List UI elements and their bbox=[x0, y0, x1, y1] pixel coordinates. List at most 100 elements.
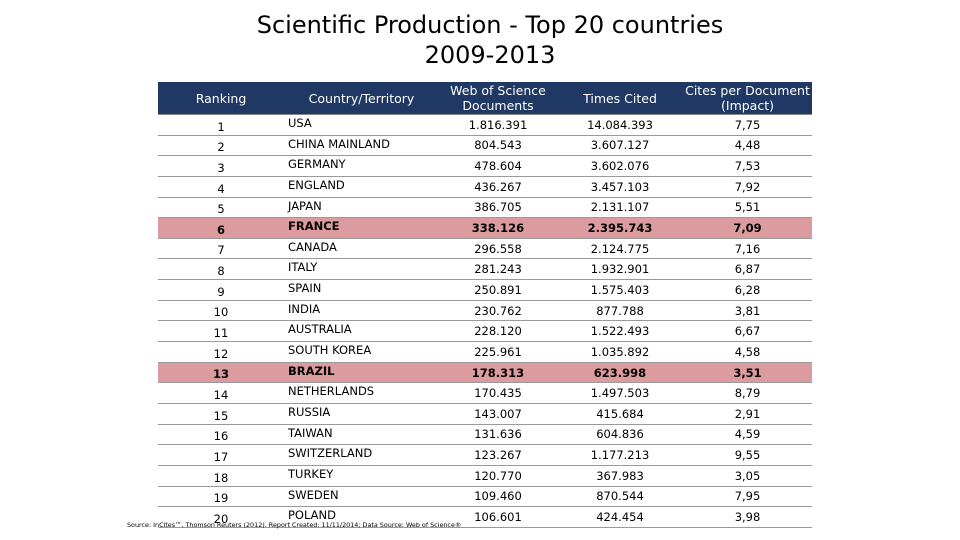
impact-cell: 7,92 bbox=[683, 176, 812, 198]
table-row: 13 BRAZIL 178.313 623.998 3,51 bbox=[158, 362, 812, 384]
impact-cell: 3,98 bbox=[683, 506, 812, 528]
table-row: 18 TURKEY 120.770 367.983 3,05 bbox=[158, 465, 812, 487]
times-cited-cell: 623.998 bbox=[557, 362, 683, 384]
rank-cell: 15 bbox=[158, 403, 284, 425]
country-cell: SWITZERLAND bbox=[284, 444, 439, 466]
documents-cell: 250.891 bbox=[439, 279, 557, 301]
impact-cell: 6,28 bbox=[683, 279, 812, 301]
country-cell: SOUTH KOREA bbox=[284, 341, 439, 363]
rank-cell: 3 bbox=[158, 155, 284, 177]
ranking-table: Ranking Country/Territory Web of Science… bbox=[158, 82, 812, 528]
table-row: 15 RUSSIA 143.007 415.684 2,91 bbox=[158, 403, 812, 425]
impact-cell: 4,59 bbox=[683, 424, 812, 446]
times-cited-cell: 3.457.103 bbox=[557, 176, 683, 198]
rank-cell: 13 bbox=[158, 362, 284, 384]
times-cited-cell: 604.836 bbox=[557, 424, 683, 446]
header-documents: Web of Science Documents bbox=[439, 82, 557, 115]
documents-cell: 106.601 bbox=[439, 506, 557, 528]
country-cell: SWEDEN bbox=[284, 486, 439, 508]
country-cell: JAPAN bbox=[284, 197, 439, 219]
impact-cell: 7,53 bbox=[683, 155, 812, 177]
country-cell: BRAZIL bbox=[284, 362, 439, 384]
impact-cell: 4,48 bbox=[683, 135, 812, 157]
rank-cell: 20 bbox=[158, 506, 284, 528]
documents-cell: 120.770 bbox=[439, 465, 557, 487]
times-cited-cell: 14.084.393 bbox=[557, 114, 683, 136]
table-row: 9 SPAIN 250.891 1.575.403 6,28 bbox=[158, 279, 812, 301]
rank-cell: 14 bbox=[158, 382, 284, 404]
documents-cell: 478.604 bbox=[439, 155, 557, 177]
table-row: 17 SWITZERLAND 123.267 1.177.213 9,55 bbox=[158, 444, 812, 466]
table-row: 3 GERMANY 478.604 3.602.076 7,53 bbox=[158, 155, 812, 177]
times-cited-cell: 1.522.493 bbox=[557, 320, 683, 343]
header-times-cited: Times Cited bbox=[557, 82, 683, 115]
country-cell: POLAND bbox=[284, 506, 439, 528]
times-cited-cell: 1.177.213 bbox=[557, 444, 683, 466]
country-cell: FRANCE bbox=[284, 217, 439, 239]
country-cell: USA bbox=[284, 114, 439, 136]
rank-cell: 4 bbox=[158, 176, 284, 198]
times-cited-cell: 877.788 bbox=[557, 300, 683, 322]
rank-cell: 17 bbox=[158, 444, 284, 466]
times-cited-cell: 1.035.892 bbox=[557, 341, 683, 363]
rank-cell: 10 bbox=[158, 300, 284, 322]
documents-cell: 436.267 bbox=[439, 176, 557, 198]
table-row: 5 JAPAN 386.705 2.131.107 5,51 bbox=[158, 197, 812, 219]
table-row: 16 TAIWAN 131.636 604.836 4,59 bbox=[158, 424, 812, 446]
table-row: 2 CHINA MAINLAND 804.543 3.607.127 4,48 bbox=[158, 135, 812, 157]
table-row: 14 NETHERLANDS 170.435 1.497.503 8,79 bbox=[158, 382, 812, 404]
country-cell: CHINA MAINLAND bbox=[284, 135, 439, 157]
times-cited-cell: 2.395.743 bbox=[557, 217, 683, 239]
rank-cell: 1 bbox=[158, 114, 284, 136]
rank-cell: 12 bbox=[158, 341, 284, 363]
impact-cell: 7,16 bbox=[683, 238, 812, 260]
table-row: 8 ITALY 281.243 1.932.901 6,87 bbox=[158, 258, 812, 281]
times-cited-cell: 3.607.127 bbox=[557, 135, 683, 157]
country-cell: GERMANY bbox=[284, 155, 439, 177]
impact-cell: 5,51 bbox=[683, 197, 812, 219]
times-cited-cell: 1.932.901 bbox=[557, 258, 683, 281]
title-line-2: 2009-2013 bbox=[424, 41, 556, 69]
table-row: 4 ENGLAND 436.267 3.457.103 7,92 bbox=[158, 176, 812, 198]
source-note: Source: InCites™, Thomson Reuters (2012)… bbox=[127, 521, 462, 529]
title-line-1: Scientific Production - Top 20 countries bbox=[256, 11, 724, 39]
table-row: 12 SOUTH KOREA 225.961 1.035.892 4,58 bbox=[158, 341, 812, 363]
rank-cell: 18 bbox=[158, 465, 284, 487]
table-row: 10 INDIA 230.762 877.788 3,81 bbox=[158, 300, 812, 322]
impact-cell: 6,67 bbox=[683, 320, 812, 343]
country-cell: ENGLAND bbox=[284, 176, 439, 198]
impact-cell: 3,05 bbox=[683, 465, 812, 487]
rank-cell: 6 bbox=[158, 217, 284, 239]
impact-cell: 3,81 bbox=[683, 300, 812, 322]
table-body: 1 USA 1.816.391 14.084.393 7,75 2 CHINA MAINLA… bbox=[158, 114, 812, 528]
table-header-row: Ranking Country/Territory Web of Science… bbox=[158, 82, 812, 115]
country-cell: NETHERLANDS bbox=[284, 382, 439, 404]
page-title: Scientific Production - Top 20 countries… bbox=[200, 10, 780, 70]
documents-cell: 170.435 bbox=[439, 382, 557, 404]
documents-cell: 225.961 bbox=[439, 341, 557, 363]
documents-cell: 386.705 bbox=[439, 197, 557, 219]
country-cell: ITALY bbox=[284, 258, 439, 281]
times-cited-cell: 1.497.503 bbox=[557, 382, 683, 404]
table-row: 6 FRANCE 338.126 2.395.743 7,09 bbox=[158, 217, 812, 239]
documents-cell: 123.267 bbox=[439, 444, 557, 466]
rank-cell: 19 bbox=[158, 486, 284, 508]
impact-cell: 9,55 bbox=[683, 444, 812, 466]
impact-cell: 4,58 bbox=[683, 341, 812, 363]
documents-cell: 296.558 bbox=[439, 238, 557, 260]
country-cell: AUSTRALIA bbox=[284, 320, 439, 343]
documents-cell: 804.543 bbox=[439, 135, 557, 157]
rank-cell: 11 bbox=[158, 320, 284, 343]
documents-cell: 281.243 bbox=[439, 258, 557, 281]
country-cell: CANADA bbox=[284, 238, 439, 260]
table-row: 7 CANADA 296.558 2.124.775 7,16 bbox=[158, 238, 812, 260]
table-row: 20 POLAND 106.601 424.454 3,98 bbox=[158, 506, 812, 528]
impact-cell: 8,79 bbox=[683, 382, 812, 404]
impact-cell: 2,91 bbox=[683, 403, 812, 425]
rank-cell: 5 bbox=[158, 197, 284, 219]
rank-cell: 7 bbox=[158, 238, 284, 260]
rank-cell: 9 bbox=[158, 279, 284, 301]
documents-cell: 228.120 bbox=[439, 320, 557, 343]
country-cell: INDIA bbox=[284, 300, 439, 322]
documents-cell: 178.313 bbox=[439, 362, 557, 384]
